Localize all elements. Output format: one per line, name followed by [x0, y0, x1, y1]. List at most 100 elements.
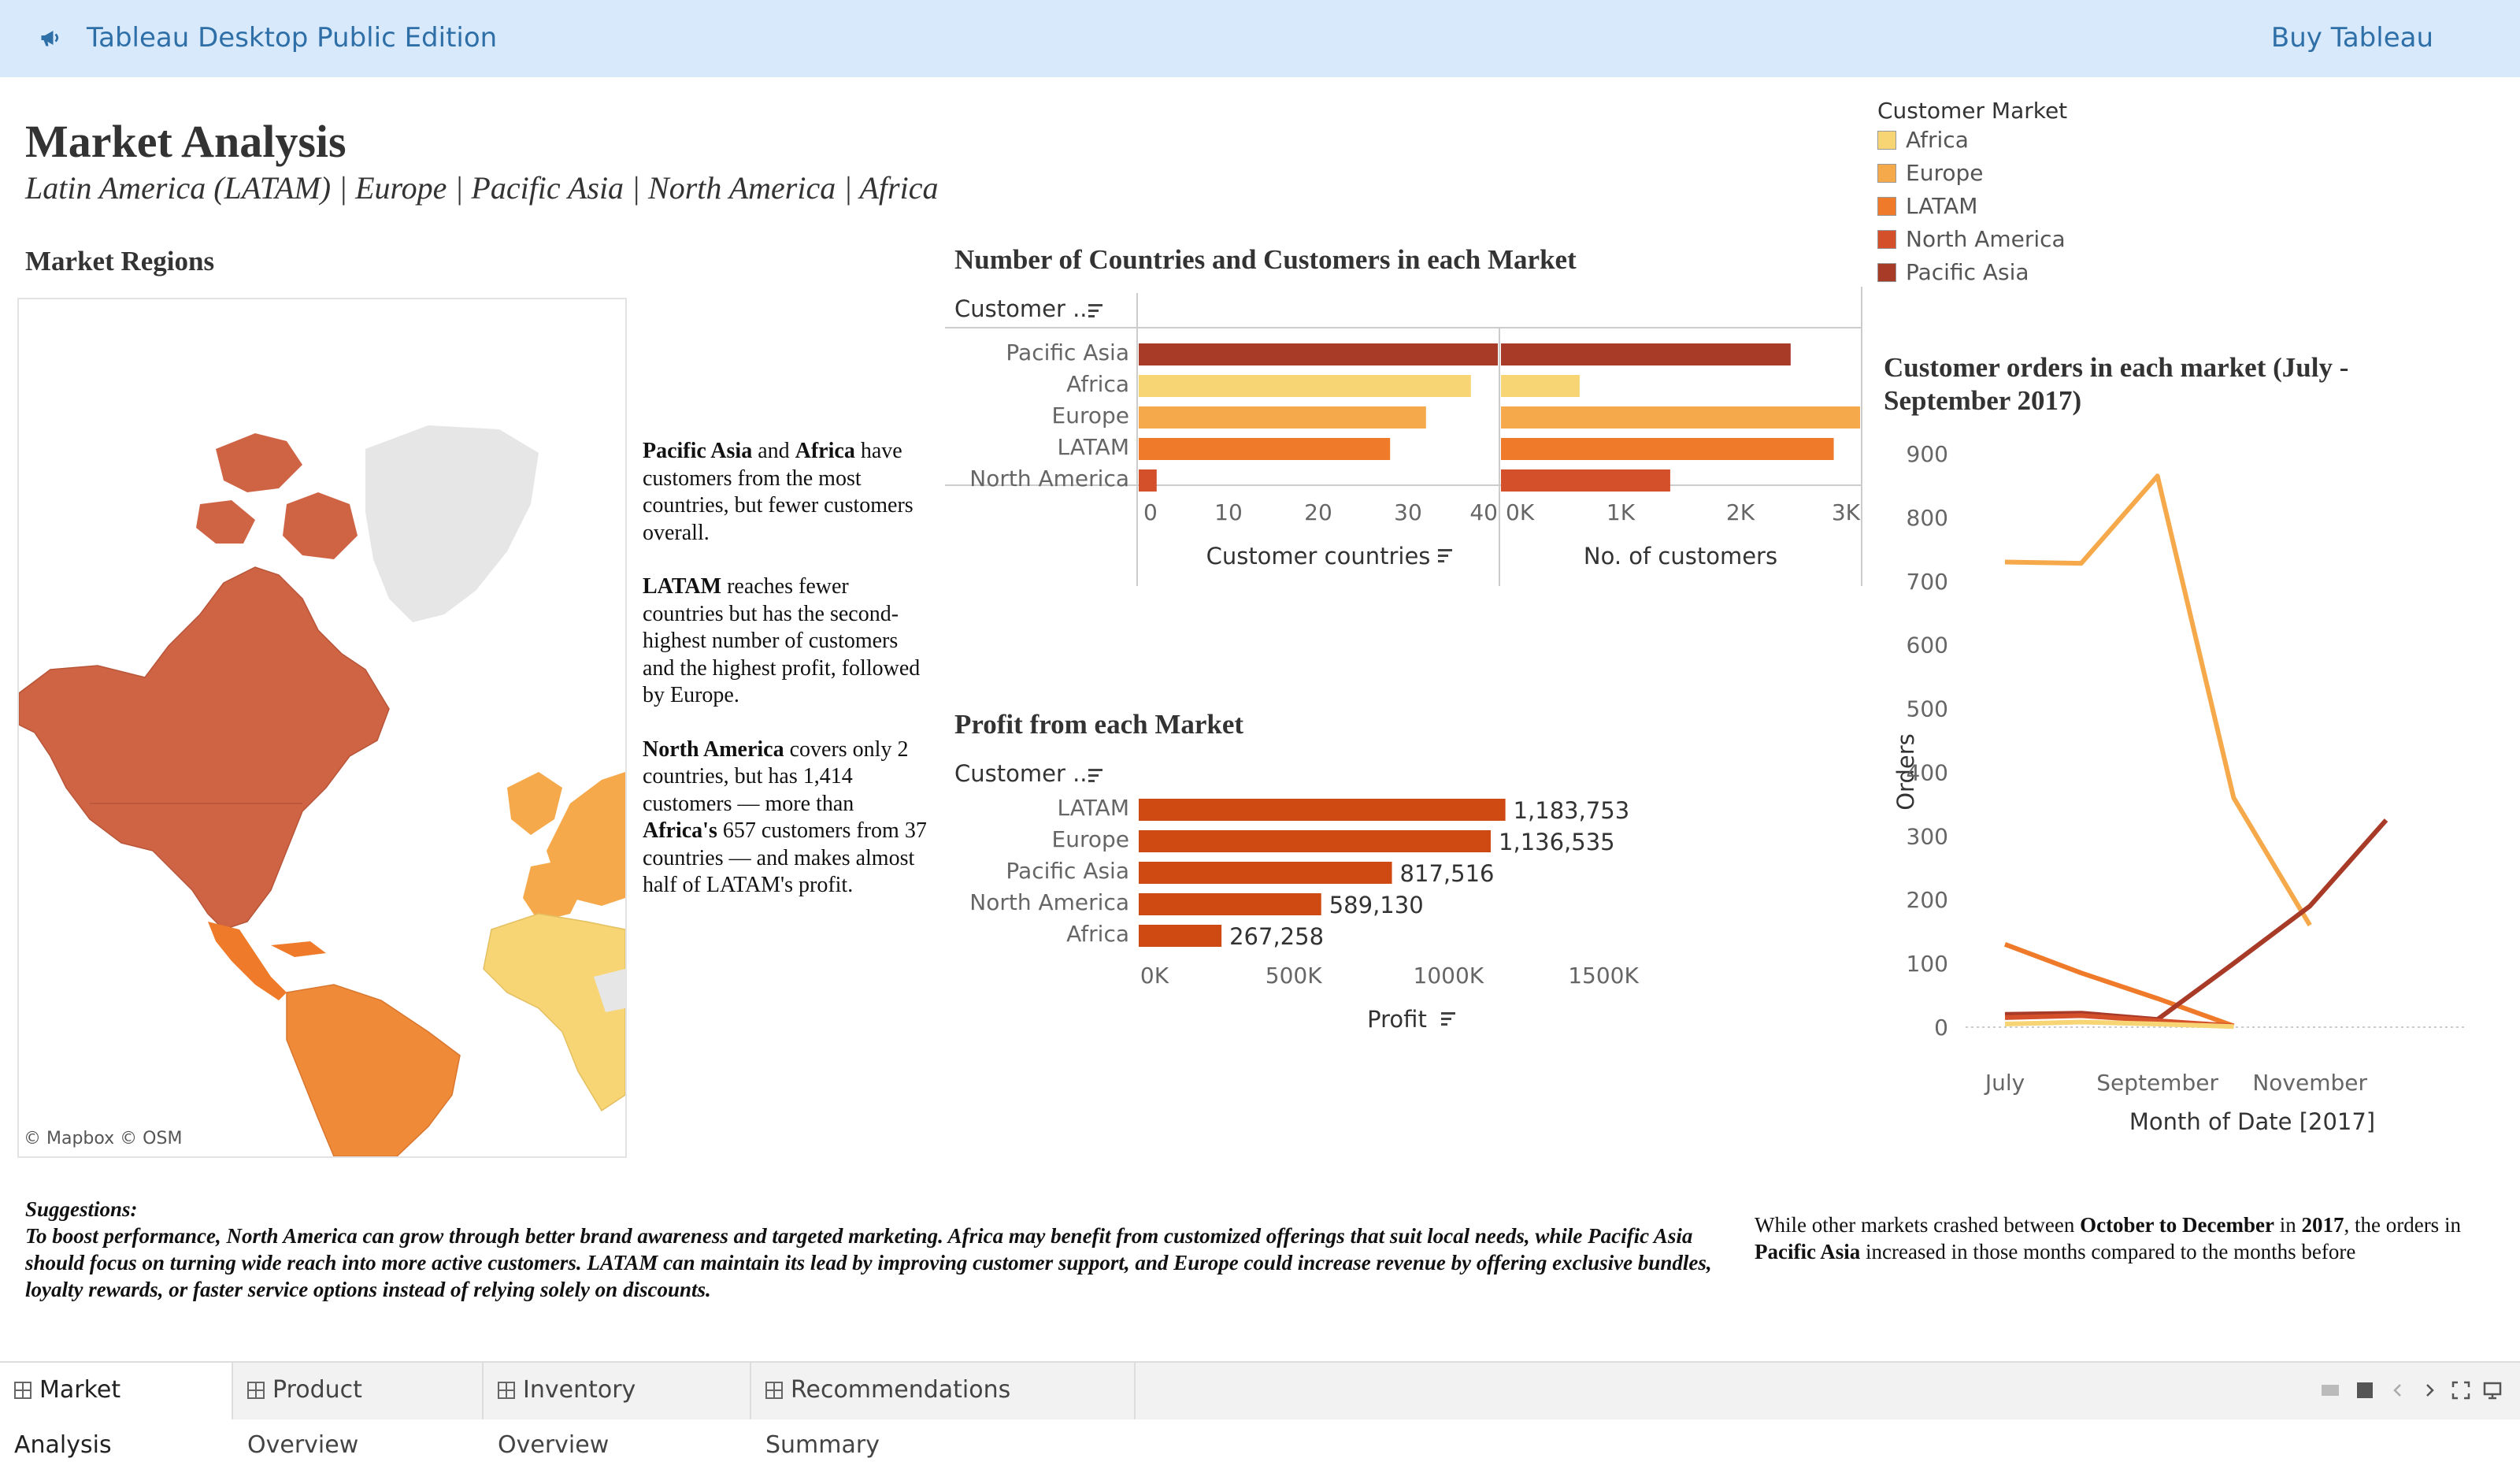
buy-tableau-link[interactable]: Buy Tableau — [2270, 22, 2433, 54]
top-bar: Tableau Desktop Public Edition Buy Table… — [0, 0, 2520, 77]
bar[interactable] — [1139, 438, 1391, 460]
legend-item[interactable]: Pacific Asia — [1877, 256, 2067, 289]
tick-label: 0K — [1506, 499, 1535, 525]
tab-product-overview[interactable]: Product Overview — [233, 1363, 484, 1459]
tab-inventory-overview[interactable]: Inventory Overview — [484, 1363, 751, 1459]
x-tick-label: July — [1984, 1070, 2025, 1096]
orders-line-chart[interactable]: Orders 0 100 200 300 400 500 600 700 800 900 July… — [1882, 425, 2496, 1150]
sheet-tab-bar: Market Analysis Product Overview Invento… — [0, 1361, 2520, 1459]
chart3-ylabel: Orders — [1892, 733, 1919, 811]
bar[interactable] — [1139, 469, 1157, 492]
page-title: Market Analysis — [25, 116, 346, 167]
category-label: LATAM — [1058, 795, 1129, 821]
chart2-xlabel: Profit — [1367, 1006, 1427, 1033]
profit-chart[interactable]: Customer .. LATAM Europe Pacific Asia North… — [945, 751, 1701, 1043]
series-line[interactable] — [2003, 941, 2235, 1029]
data-label: 817,516 — [1400, 860, 1495, 887]
chart3-xlabel: Month of Date [2017] — [2129, 1108, 2375, 1135]
insight-paragraph-1: Pacific Asia and Africa have customers f… — [643, 439, 914, 545]
tick-label: 40 — [1469, 499, 1498, 525]
greenland-shape — [365, 425, 539, 622]
suggestions-block: Suggestions: To boost performance, North… — [25, 1196, 1718, 1303]
category-label: Pacific Asia — [1006, 339, 1129, 365]
filmstrip-icon[interactable] — [2355, 1380, 2375, 1401]
series-line[interactable] — [2004, 473, 2312, 927]
bar[interactable] — [1501, 406, 1860, 429]
tick-label: 1500K — [1568, 963, 1639, 989]
map-attribution: © Mapbox © OSM — [24, 1129, 182, 1148]
category-label: Africa — [1066, 921, 1129, 947]
world-map-graphic: © Mapbox © OSM — [19, 425, 625, 1156]
legend-label: Europe — [1906, 160, 1984, 186]
presentation-mode-icon[interactable] — [2482, 1380, 2503, 1401]
bar[interactable] — [1501, 469, 1670, 492]
bar[interactable] — [1139, 893, 1321, 915]
tick-label: 3K — [1832, 499, 1861, 525]
series-line[interactable] — [2004, 818, 2388, 1022]
data-label: 267,258 — [1229, 923, 1324, 950]
sort-icon[interactable] — [1438, 549, 1452, 562]
tick-label: 2K — [1726, 499, 1755, 525]
bar[interactable] — [1139, 343, 1498, 365]
legend-swatch — [1877, 164, 1896, 183]
africa-shape — [483, 913, 625, 1112]
bar[interactable] — [1139, 799, 1506, 821]
y-tick-label: 500 — [1907, 696, 1948, 722]
y-tick-label: 200 — [1907, 887, 1948, 913]
bar[interactable] — [1501, 343, 1791, 365]
profit-chart-title: Profit from each Market — [954, 709, 1244, 740]
tab-recommendations-summary[interactable]: Recommendations Summary — [751, 1363, 1136, 1459]
legend-title: Customer Market — [1877, 98, 2068, 124]
legend-swatch — [1877, 230, 1896, 249]
legend-item[interactable]: LATAM — [1877, 190, 2067, 223]
sort-icon[interactable] — [1088, 769, 1102, 782]
legend-item[interactable]: Europe — [1877, 157, 2067, 190]
legend-label: Pacific Asia — [1906, 259, 2029, 285]
tick-label: 1000K — [1414, 963, 1484, 989]
legend-swatch — [1877, 197, 1896, 216]
previous-sheet-icon[interactable] — [2388, 1380, 2408, 1401]
tick-label: 0 — [1143, 499, 1158, 525]
category-label: Africa — [1066, 371, 1129, 397]
legend-item[interactable]: Africa — [1877, 124, 2067, 157]
y-tick-label: 600 — [1907, 633, 1948, 659]
tab-market-analysis[interactable]: Market Analysis — [0, 1363, 233, 1459]
bar[interactable] — [1139, 375, 1471, 397]
legend-label: LATAM — [1906, 193, 1978, 219]
sort-icon[interactable] — [1441, 1012, 1455, 1026]
legend-label: Africa — [1906, 127, 1969, 153]
next-sheet-icon[interactable] — [2419, 1380, 2440, 1401]
fullscreen-icon[interactable] — [2451, 1380, 2471, 1401]
tick-label: 500K — [1266, 963, 1322, 989]
megaphone-icon — [41, 31, 59, 46]
legend-swatch — [1877, 131, 1896, 150]
category-label: Pacific Asia — [1006, 858, 1129, 884]
category-label: North America — [969, 466, 1129, 492]
countries-customers-chart[interactable]: Customer .. Pacific Asia Africa Europe LATA… — [945, 287, 1866, 586]
bar[interactable] — [1139, 862, 1392, 884]
color-legend[interactable]: Customer Market Africa Europe LATAM North A… — [1877, 98, 2067, 289]
page-subtitle: Latin America (LATAM) | Europe | Pacific… — [25, 170, 939, 206]
tick-label: 0K — [1140, 963, 1169, 989]
grid-view-icon[interactable] — [2320, 1380, 2340, 1401]
bar[interactable] — [1139, 406, 1426, 429]
sort-icon[interactable] — [1088, 304, 1102, 317]
y-tick-label: 100 — [1907, 951, 1948, 977]
y-tick-label: 300 — [1907, 823, 1948, 849]
bar[interactable] — [1501, 375, 1580, 397]
y-tick-label: 800 — [1907, 505, 1948, 531]
legend-item[interactable]: North America — [1877, 223, 2067, 256]
chart1-dim-header: Customer .. — [954, 295, 1088, 322]
x-tick-label: September — [2096, 1070, 2218, 1096]
bar[interactable] — [1139, 925, 1222, 947]
bar[interactable] — [1501, 438, 1834, 460]
data-label: 589,130 — [1329, 892, 1424, 918]
chart2-dim-header: Customer .. — [954, 760, 1088, 787]
category-label: Europe — [1052, 403, 1129, 429]
bar[interactable] — [1139, 830, 1492, 852]
dashboard-icon — [247, 1382, 265, 1399]
insight-paragraph-2: LATAM reaches fewer countries but has th… — [643, 574, 921, 707]
y-tick-label: 400 — [1907, 759, 1948, 785]
market-regions-map[interactable]: © Mapbox © OSM — [17, 298, 627, 1158]
series-line[interactable] — [2004, 1019, 2234, 1030]
